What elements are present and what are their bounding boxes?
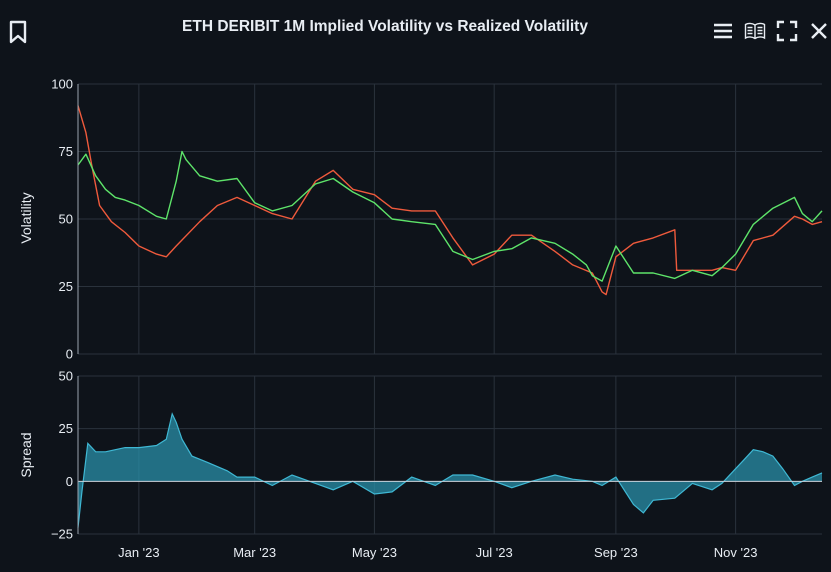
hamburger-menu-icon[interactable]	[711, 19, 735, 43]
y-axis-title-spread: Spread	[18, 432, 34, 477]
x-tick-label: Sep '23	[594, 545, 638, 560]
y-tick-label: 100	[51, 77, 73, 92]
x-tick-label: Mar '23	[233, 545, 276, 560]
x-tick-label: May '23	[352, 545, 397, 560]
y-tick-label: −25	[51, 527, 73, 542]
y-axis-title-volatility: Volatility	[18, 192, 34, 243]
volatility-series-layer	[77, 105, 823, 296]
y-tick-label: 0	[66, 474, 73, 489]
fullscreen-icon[interactable]	[775, 19, 799, 43]
top-bar: ETH DERIBIT 1M Implied Volatility vs Rea…	[0, 0, 831, 50]
chart-title: ETH DERIBIT 1M Implied Volatility vs Rea…	[182, 18, 588, 35]
close-icon[interactable]	[807, 19, 831, 43]
bookmark-icon[interactable]	[8, 20, 28, 44]
open-book-icon[interactable]	[743, 19, 767, 43]
implied-volatility-line	[77, 150, 823, 282]
spread-area	[78, 413, 822, 528]
y-tick-label: 0	[66, 347, 73, 362]
y-tick-label: 50	[59, 212, 73, 227]
y-tick-label: 75	[59, 144, 73, 159]
x-tick-label: Nov '23	[714, 545, 758, 560]
spread-line	[77, 412, 823, 528]
y-tick-label: 25	[59, 279, 73, 294]
realized-volatility-line	[77, 105, 823, 296]
axes: 0 25 50 75 100 −25 0 25 50 Jan '23 Mar '23 May '23 J…	[51, 77, 758, 561]
x-tick-label: Jan '23	[118, 545, 160, 560]
y-tick-label: 25	[59, 421, 73, 436]
x-tick-label: Jul '23	[476, 545, 513, 560]
toolbar	[711, 18, 831, 44]
y-tick-label: 50	[59, 369, 73, 384]
spread-area-layer	[77, 412, 823, 528]
